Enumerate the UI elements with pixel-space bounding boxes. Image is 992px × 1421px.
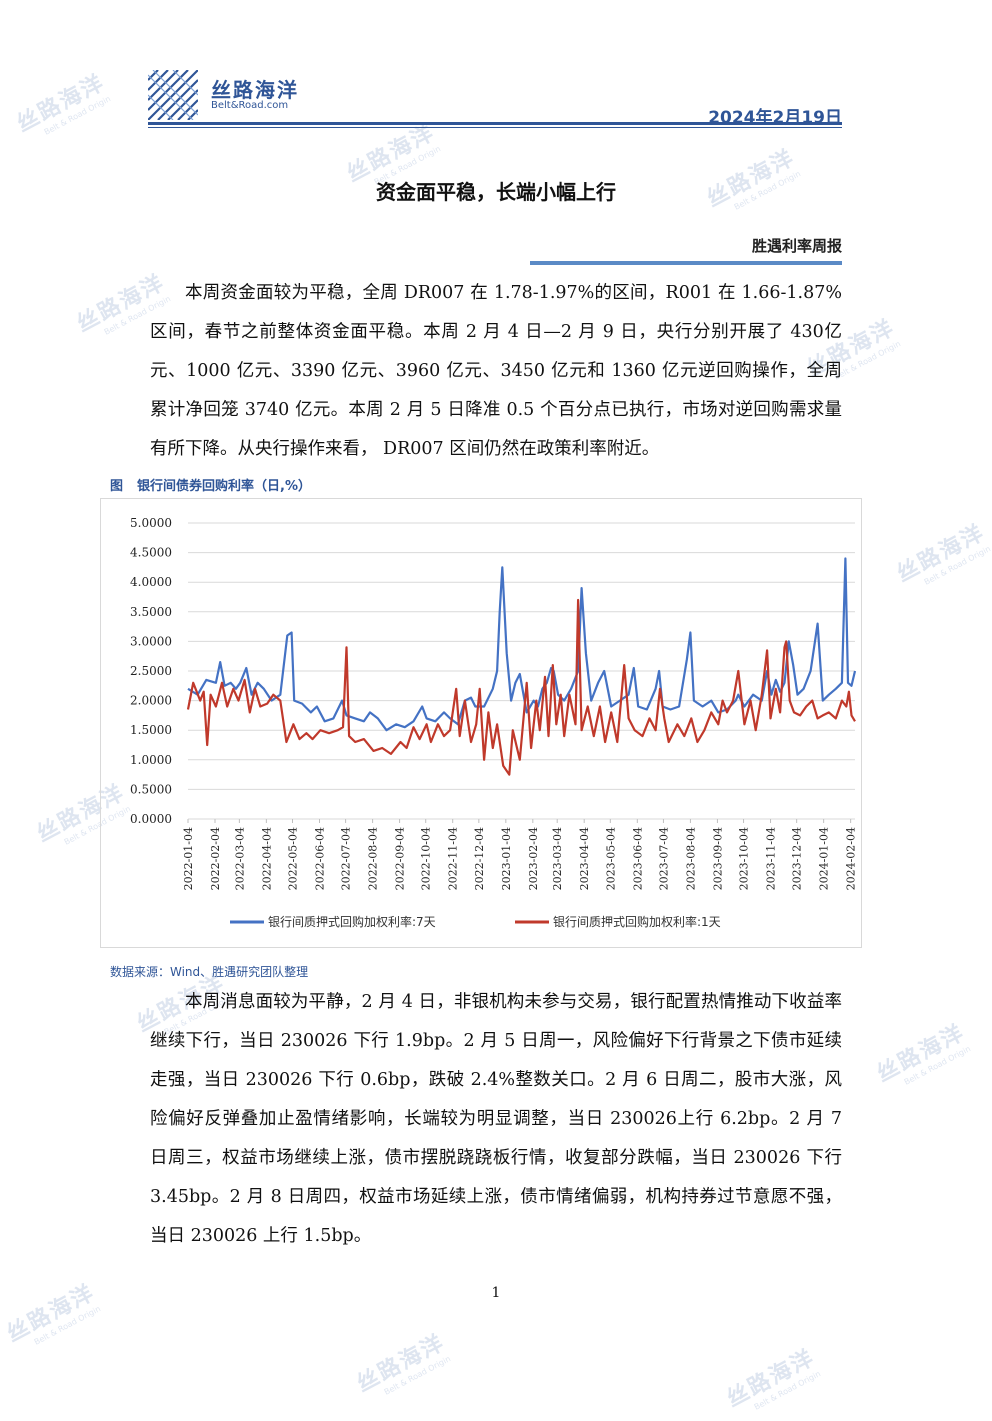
legend-label: 银行间质押式回购加权利率:7天	[268, 914, 436, 929]
x-tick-label: 2023-06-04	[631, 827, 644, 890]
header-rule	[148, 122, 842, 125]
x-tick-label: 2023-01-04	[500, 827, 513, 890]
chart-frame	[100, 498, 862, 948]
x-tick-label: 2022-12-04	[473, 827, 486, 890]
y-tick-label: 1.0000	[130, 753, 172, 767]
series-line-7d	[187, 557, 857, 732]
watermark: 丝路海洋 Belt & Road Origin	[352, 1330, 453, 1398]
y-tick-label: 3.5000	[130, 605, 172, 619]
watermark: 丝路海洋 Belt & Road Origin	[892, 520, 992, 588]
x-tick-label: 2023-02-04	[527, 827, 540, 890]
repo-rate-chart: 5.0000 4.5000 4.0000 3.5000 3.0000 2.5000 2.00…	[130, 516, 858, 929]
figure-source: 数据来源：Wind、胜遇研究团队整理	[110, 965, 309, 979]
logo-text: 丝路海洋	[211, 78, 299, 102]
x-tick-label: 2022-09-04	[394, 827, 407, 890]
x-tick-label: 2023-05-04	[604, 827, 617, 890]
body-paragraph-1: 本周资金面较为平稳，全周 DR007 在 1.78-1.97%的区间，R001 …	[150, 283, 842, 459]
x-tick-label: 2024-02-04	[845, 827, 858, 890]
x-tick-label: 2023-07-04	[657, 827, 670, 890]
x-tick-label: 2024-01-04	[818, 827, 831, 890]
figure-caption: 图银行间债券回购利率（日,%）	[110, 475, 311, 494]
report-series: 胜遇利率周报	[751, 237, 842, 255]
x-tick-label: 2023-10-04	[738, 827, 751, 890]
x-tick-label: 2022-07-04	[340, 827, 353, 890]
subtitle-rule	[530, 261, 842, 265]
y-tick-label: 2.0000	[130, 694, 172, 708]
y-tick-label: 0.5000	[130, 782, 172, 796]
logo-subtext: Belt&Road.com	[211, 100, 289, 111]
y-tick-label: 4.0000	[130, 575, 172, 589]
figure-title: 银行间债券回购利率（日,%）	[137, 479, 311, 494]
watermark: 丝路海洋 Belt & Road Origin	[722, 1345, 823, 1413]
y-tick-label: 4.5000	[130, 546, 172, 560]
y-tick-label: 3.0000	[130, 634, 172, 648]
y-tick-label: 2.5000	[130, 664, 172, 678]
x-tick-label: 2023-03-04	[551, 827, 564, 890]
header-rule-thin	[148, 127, 842, 128]
page-number: 1	[491, 1285, 501, 1301]
figure-label: 图	[110, 479, 124, 494]
x-tick-label: 2023-08-04	[684, 827, 697, 890]
y-tick-label: 0.0000	[130, 812, 172, 826]
x-tick-label: 2022-10-04	[420, 827, 433, 890]
x-tick-label: 2023-04-04	[578, 827, 591, 890]
x-tick-label: 2022-05-04	[286, 827, 299, 890]
x-tick-label: 2023-09-04	[711, 827, 724, 890]
y-tick-label: 5.0000	[130, 516, 172, 530]
x-tick-label: 2023-12-04	[791, 827, 804, 890]
logo-icon	[148, 70, 198, 120]
page-title: 资金面平稳，长端小幅上行	[376, 180, 616, 204]
x-tick-label: 2023-11-04	[765, 827, 778, 890]
legend-label: 银行间质押式回购加权利率:1天	[553, 914, 721, 929]
x-tick-label: 2022-03-04	[233, 827, 246, 890]
y-tick-label: 1.5000	[130, 723, 172, 737]
x-tick-label: 2022-02-04	[209, 827, 222, 890]
series-line-1d	[186, 598, 856, 776]
x-tick-label: 2022-11-04	[447, 827, 460, 890]
x-tick-label: 2022-08-04	[367, 827, 380, 890]
watermark: 丝路海洋 Belt & Road Origin	[872, 1020, 973, 1088]
x-tick-label: 2022-04-04	[260, 827, 273, 890]
watermark: 丝路海洋 Belt & Road Origin	[12, 70, 113, 138]
body-paragraph-2: 本周消息面较为平静，2 月 4 日，非银机构未参与交易，银行配置热情推动下收益率…	[150, 992, 842, 1246]
x-tick-label: 2022-06-04	[313, 827, 326, 890]
x-tick-label: 2022-01-04	[182, 827, 195, 890]
